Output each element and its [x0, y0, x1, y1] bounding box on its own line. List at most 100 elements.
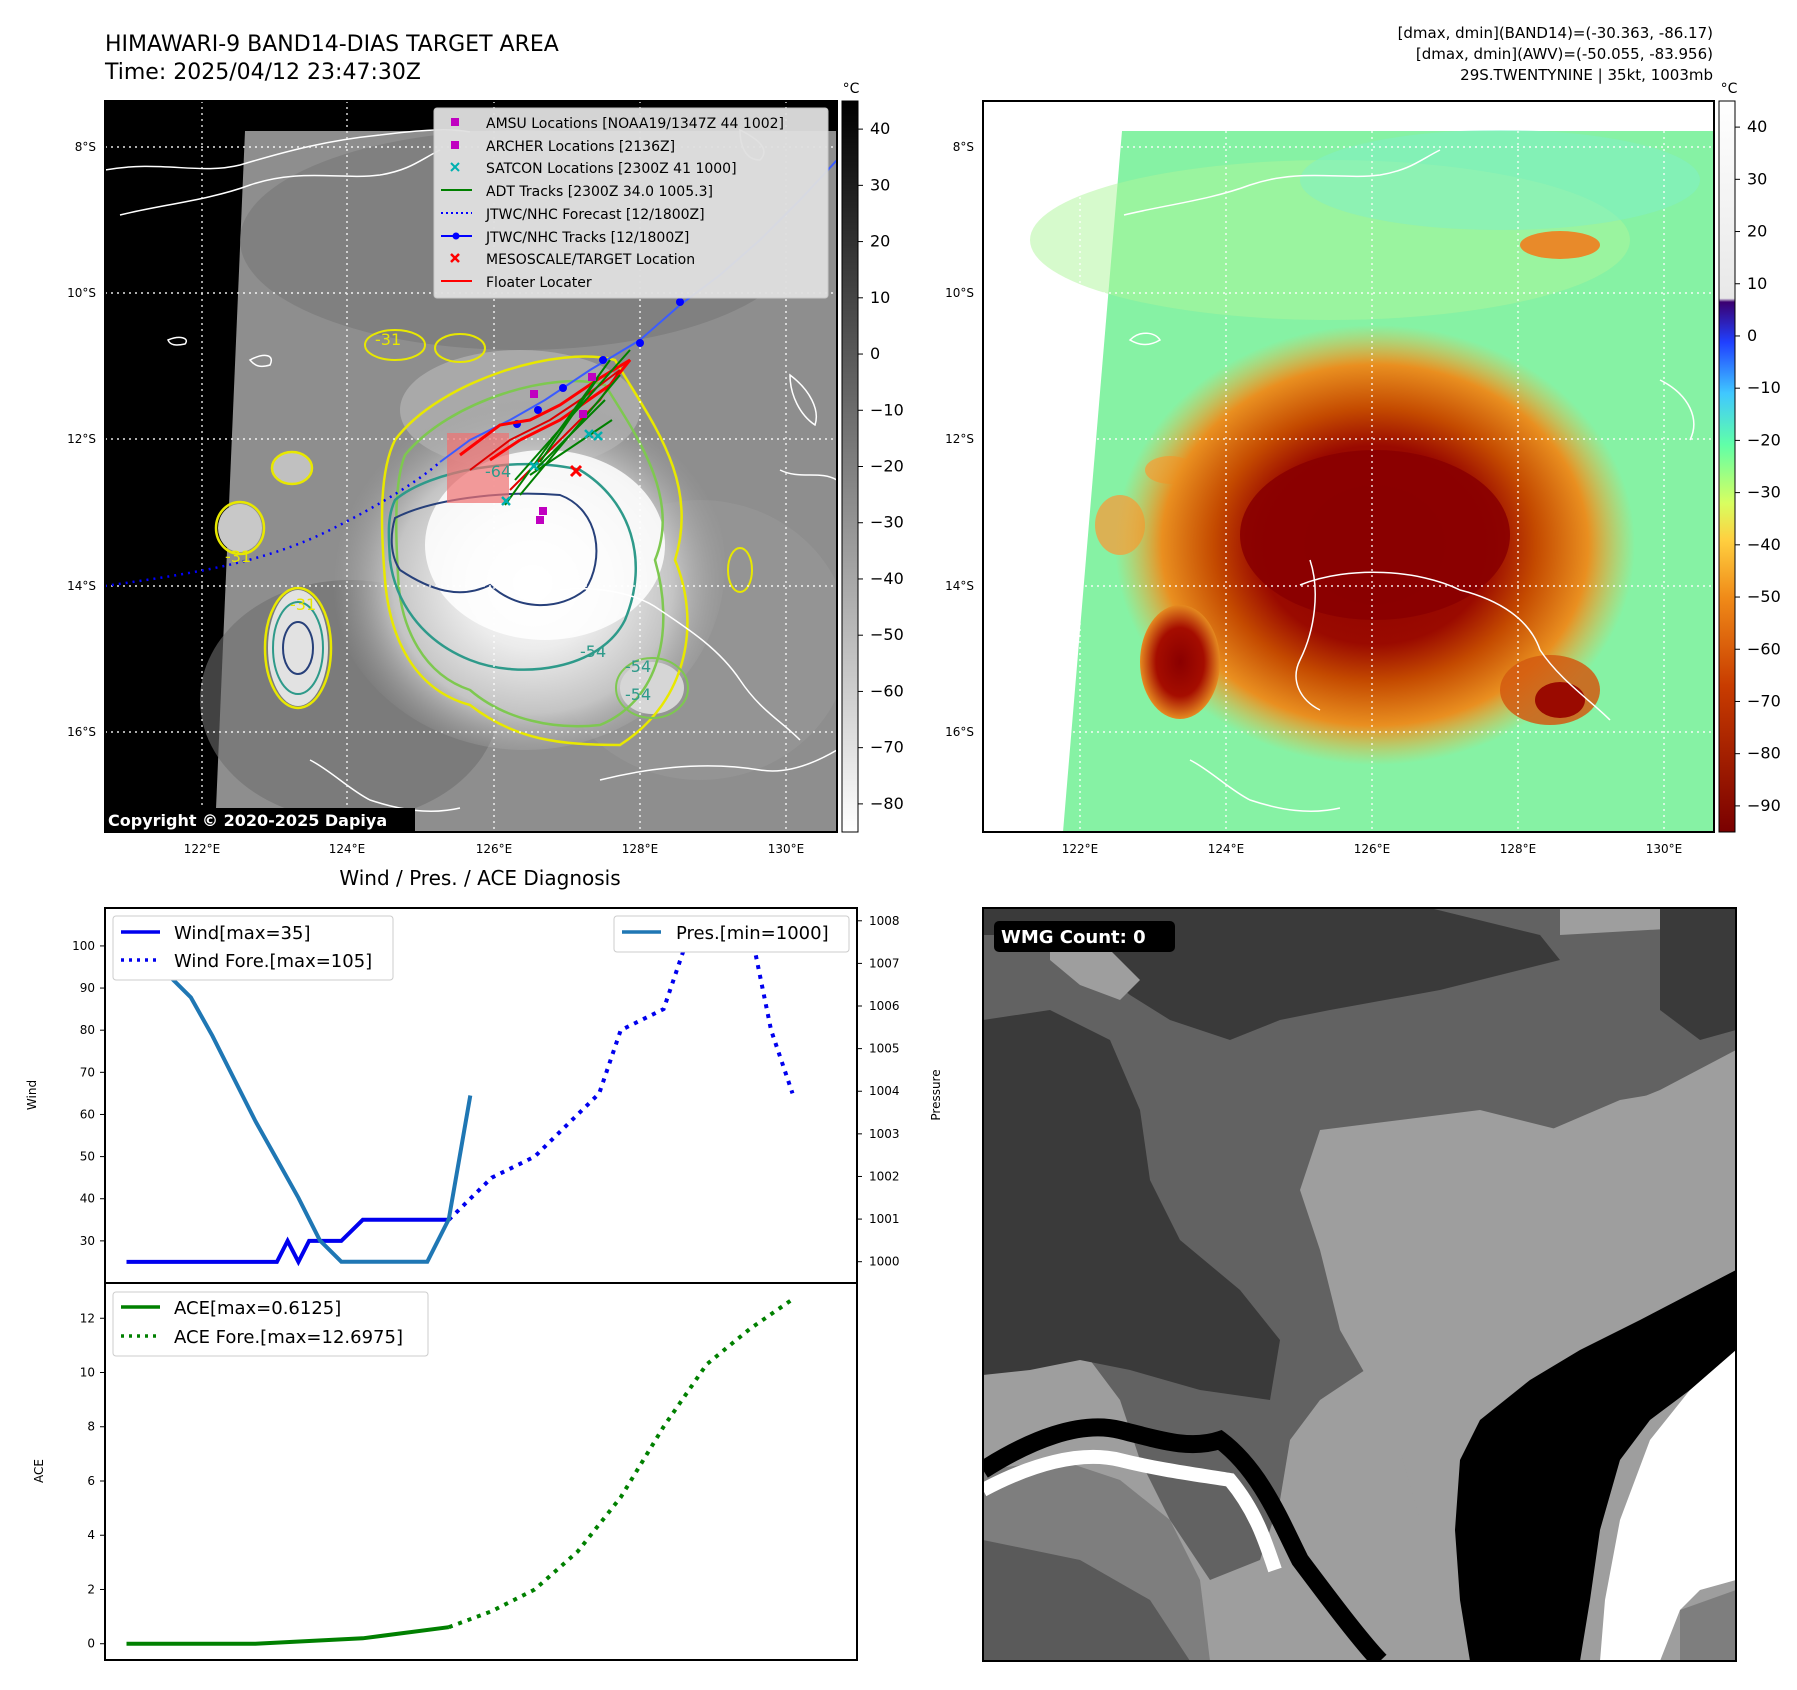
svg-text:MESOSCALE/TARGET Location: MESOSCALE/TARGET Location: [486, 252, 695, 268]
legend-item-jtwc-tracks: JTWC/NHC Tracks [12/1800Z]: [441, 230, 689, 246]
colorbar-tick-label: 40: [870, 119, 890, 138]
colorbar-tick-label: −70: [870, 738, 904, 757]
colorbar-tick-label: −80: [1747, 744, 1781, 763]
colorbar-tick-label: −30: [870, 513, 904, 532]
colorbar-tick-label: 0: [1747, 326, 1757, 345]
lat-tick: 14°S: [945, 579, 974, 593]
colorbar-tick-label: 40: [1747, 117, 1767, 136]
y2-tick-label: 1000: [869, 1255, 900, 1269]
colorbar-tick-label: 30: [1747, 169, 1767, 188]
colorbar-tick-label: 10: [870, 288, 890, 307]
lat-tick: 12°S: [67, 432, 96, 446]
lat-tick: 8°S: [75, 140, 96, 154]
info-line1: [dmax, dmin](BAND14)=(-30.363, -86.17): [1398, 24, 1713, 42]
lon-tick: 128°E: [622, 842, 659, 856]
svg-text:SATCON Locations [2300Z 41 100: SATCON Locations [2300Z 41 1000]: [486, 161, 737, 177]
pressure-legend-label: Pres.[min=1000]: [676, 923, 829, 944]
lat-tick: 16°S: [67, 725, 96, 739]
y-tick-label: 8: [87, 1420, 95, 1434]
y-tick-label: 50: [80, 1150, 95, 1164]
colorbar-tick-label: −10: [870, 400, 904, 419]
legend-item-amsu: AMSU Locations [NOAA19/1347Z 44 1002]: [451, 116, 784, 132]
lat-tick: 16°S: [945, 725, 974, 739]
y-tick-label: 90: [80, 981, 95, 995]
lon-tick: 124°E: [1208, 842, 1245, 856]
y2-tick-label: 1007: [869, 956, 900, 970]
info-line2: [dmax, dmin](AWV)=(-50.055, -83.956): [1416, 45, 1713, 63]
y-tick-label: 80: [80, 1023, 95, 1037]
svg-text:Floater Locater: Floater Locater: [486, 275, 592, 291]
lon-tick: 128°E: [1500, 842, 1537, 856]
y2-tick-label: 1006: [869, 999, 900, 1013]
y-tick-label: 10: [80, 1366, 95, 1380]
svg-text:ARCHER Locations [2136Z]: ARCHER Locations [2136Z]: [486, 139, 675, 155]
y-tick-label: 4: [87, 1528, 95, 1542]
contour-label: -54: [625, 685, 651, 704]
y2-tick-label: 1008: [869, 914, 900, 928]
colorbar-tick-label: −10: [1747, 378, 1781, 397]
colorbar-tick-label: −90: [1747, 796, 1781, 815]
colorbar-tick-label: −20: [1747, 430, 1781, 449]
diagnosis-panel: Wind / Pres. / ACE Diagnosis 30405060708…: [25, 866, 943, 1661]
series-line: [126, 1625, 450, 1646]
y-tick-label: 60: [80, 1107, 95, 1121]
lon-tick: 130°E: [768, 842, 805, 856]
ir-colorbar: °C 40 30 20 10 0 −10 −20 −30 −40 −50 −60 −70 −80: [841, 81, 904, 833]
colorbar-tick-label: 20: [870, 232, 890, 251]
legend-item-archer: ARCHER Locations [2136Z]: [451, 139, 675, 155]
y-tick-label: 70: [80, 1065, 95, 1079]
colorbar-tick-label: −60: [870, 681, 904, 700]
series-line: [126, 1217, 449, 1267]
contour-label: -31: [225, 547, 251, 566]
lat-tick: 14°S: [67, 579, 96, 593]
lon-tick: 124°E: [329, 842, 366, 856]
lon-tick: 130°E: [1646, 842, 1683, 856]
contour-label: -31: [290, 595, 316, 614]
svg-text:ADT Tracks [2300Z 34.0 1005.3]: ADT Tracks [2300Z 34.0 1005.3]: [486, 184, 713, 200]
pressure-legend: Pres.[min=1000]: [613, 915, 850, 953]
lon-tick: 122°E: [1062, 842, 1099, 856]
y-tick-label: 6: [87, 1474, 95, 1488]
y-tick-label: 100: [72, 939, 95, 953]
copyright: Copyright © 2020-2025 Dapiya: [108, 811, 387, 830]
y2-tick-label: 1004: [869, 1084, 900, 1098]
series-line: [124, 919, 473, 1264]
contour-label: -54: [580, 642, 606, 661]
ace-axis-label: ACE: [32, 1459, 46, 1483]
contour-label: -64: [485, 462, 511, 481]
colorbar-tick-label: −50: [870, 625, 904, 644]
wind-pressure-chart: 30 40 50 60 70 80 90 100 1000 1001 1002 1003 1004 100…: [72, 914, 899, 1269]
lat-tick: 10°S: [67, 286, 96, 300]
series-line: [447, 922, 795, 1222]
ace-forecast-legend-label: ACE Fore.[max=12.6975]: [174, 1327, 403, 1348]
ir-panel: -31 -31 -31 -54 -54 -64 -54 AMSU Locatio…: [67, 81, 904, 856]
ace-legend-label: ACE[max=0.6125]: [174, 1298, 341, 1319]
diagnosis-title: Wind / Pres. / ACE Diagnosis: [339, 866, 620, 890]
lon-tick: 122°E: [184, 842, 221, 856]
contour-label: -54: [625, 657, 651, 676]
pressure-axis-label: Pressure: [929, 1069, 943, 1120]
colorbar-tick-label: −20: [870, 457, 904, 476]
ir-colorbar-unit: °C: [843, 81, 860, 97]
wind-forecast-legend-label: Wind Fore.[max=105]: [174, 951, 372, 972]
legend-item-target: MESOSCALE/TARGET Location: [450, 252, 695, 268]
y2-tick-label: 1003: [869, 1127, 900, 1141]
info-line3: 29S.TWENTYNINE | 35kt, 1003mb: [1460, 66, 1713, 84]
colorbar-tick-label: −80: [870, 794, 904, 813]
ace-legend: ACE[max=0.6125] ACE Fore.[max=12.6975]: [112, 1291, 429, 1357]
legend-item-floater: Floater Locater: [441, 275, 592, 291]
svg-text:AMSU Locations [NOAA19/1347Z 4: AMSU Locations [NOAA19/1347Z 44 1002]: [486, 116, 784, 132]
legend-item-jtwc-forecast: JTWC/NHC Forecast [12/1800Z]: [441, 207, 705, 223]
colorbar-tick-label: −50: [1747, 587, 1781, 606]
figure-title-line1: HIMAWARI-9 BAND14-DIAS TARGET AREA: [105, 32, 559, 57]
wind-legend-label: Wind[max=35]: [174, 923, 311, 944]
legend-item-satcon: SATCON Locations [2300Z 41 1000]: [450, 161, 737, 177]
awv-colorbar: °C 40 30 20 10 0 −10 −20 −30 −40 −50 −60 −70 −80 −90: [1718, 81, 1781, 833]
colorbar-tick-label: −70: [1747, 691, 1781, 710]
colorbar-tick-label: −40: [1747, 535, 1781, 554]
y-tick-label: 30: [80, 1234, 95, 1248]
wind-axis-label: Wind: [25, 1080, 39, 1110]
awv-colorbar-unit: °C: [1721, 81, 1738, 97]
colorbar-tick-label: 10: [1747, 274, 1767, 293]
